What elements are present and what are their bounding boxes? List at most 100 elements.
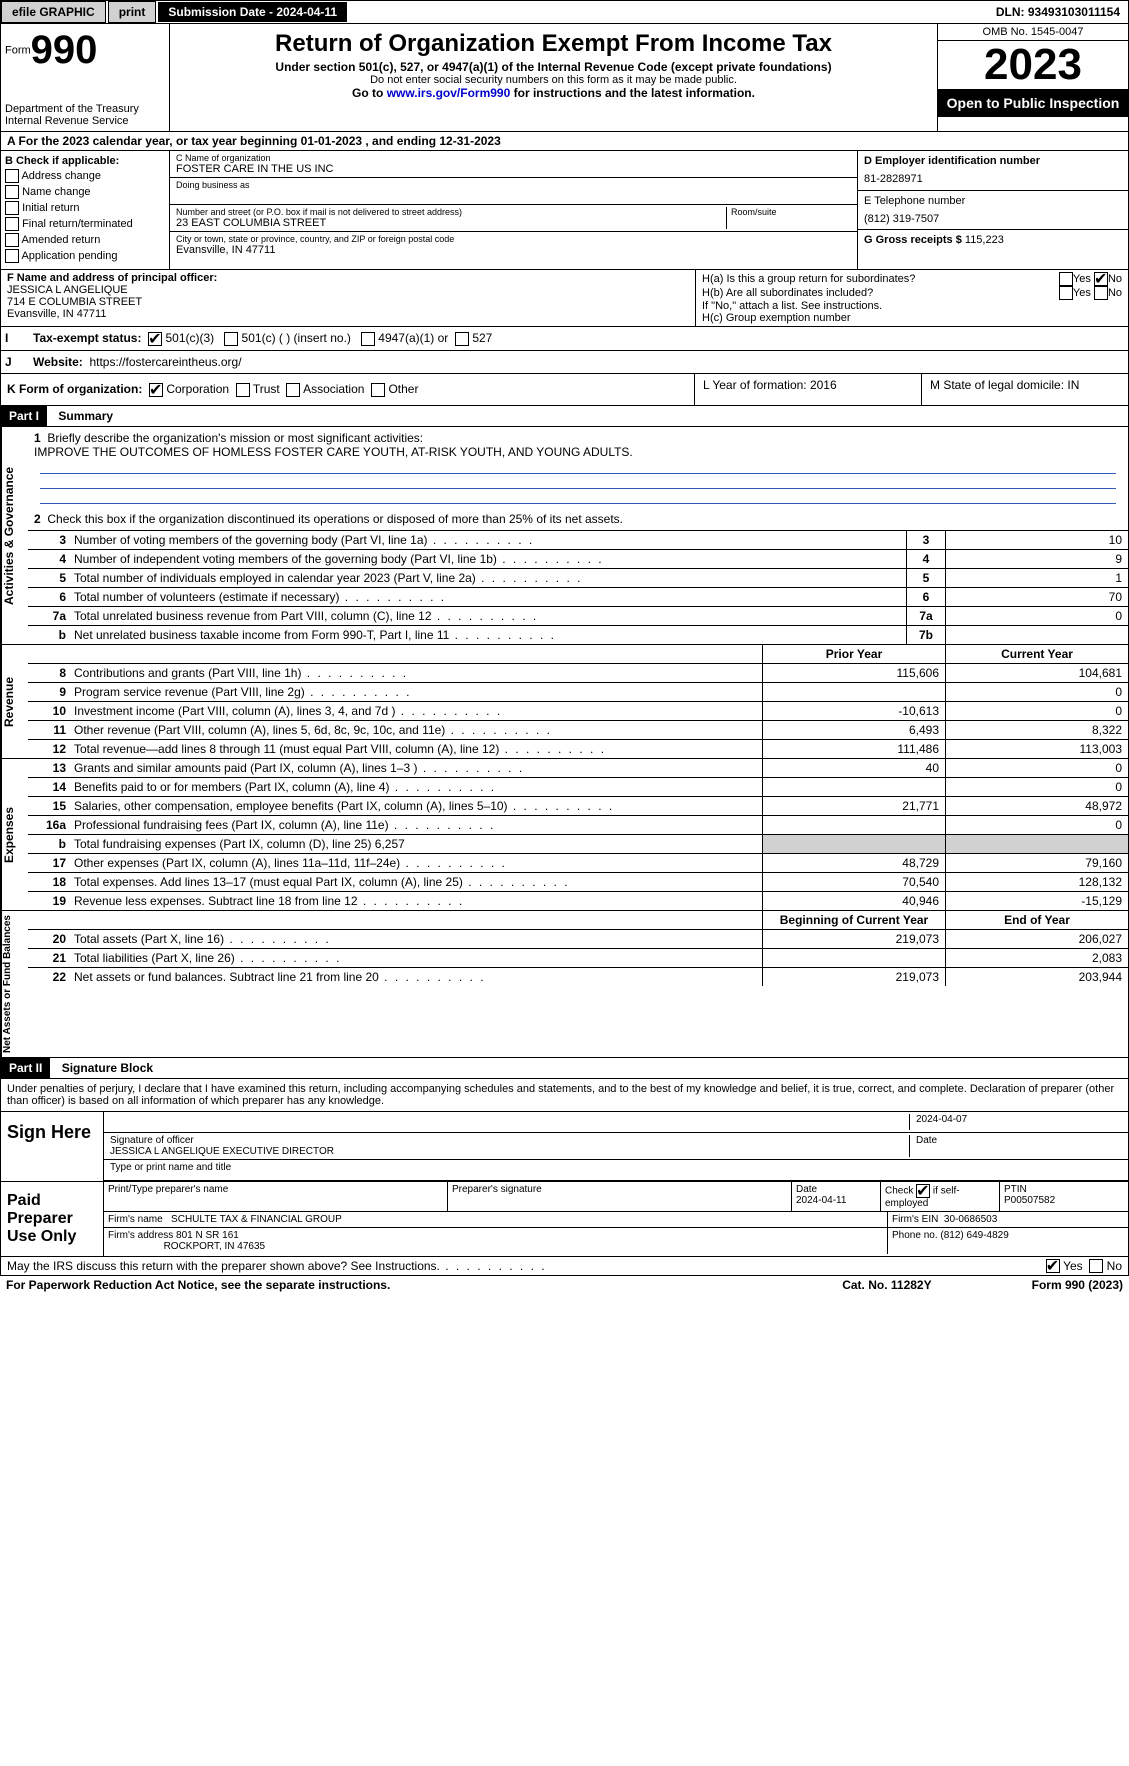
firm-name: SCHULTE TAX & FINANCIAL GROUP [171,1214,342,1225]
firm-phone: (812) 649-4829 [940,1230,1008,1241]
part2-label: Part II [1,1058,50,1078]
checkbox-527[interactable] [455,332,469,346]
side-revenue: Revenue [1,645,28,758]
officer-signature-name: JESSICA L ANGELIQUE EXECUTIVE DIRECTOR [110,1146,334,1157]
line1: 1 Briefly describe the organization's mi… [28,427,1128,508]
checkbox-discuss-no[interactable] [1089,1259,1103,1273]
table-row: 15Salaries, other compensation, employee… [28,797,1128,816]
checkbox-501c3[interactable] [148,332,162,346]
phone-value: (812) 319-7507 [864,213,1122,225]
form-word: Form [5,44,31,56]
checkbox-amended[interactable]: Amended return [5,233,165,247]
cat-no: Cat. No. 11282Y [842,1278,931,1292]
header-left: Form990 Department of the Treasury Inter… [1,24,170,131]
table-row: 4Number of independent voting members of… [28,550,1128,569]
city-cell: City or town, state or province, country… [170,232,857,258]
print-button[interactable]: print [108,1,157,23]
submission-date: Submission Date - 2024-04-11 [158,2,347,22]
header-right: OMB No. 1545-0047 2023 Open to Public In… [937,24,1128,131]
table-row: 11Other revenue (Part VIII, column (A), … [28,721,1128,740]
address-cell: Number and street (or P.O. box if mail i… [170,205,857,232]
row-j: J Website: https://fostercareintheus.org… [0,351,1129,374]
table-row: 5Total number of individuals employed in… [28,569,1128,588]
paid-preparer-row: Paid Preparer Use Only Print/Type prepar… [1,1181,1128,1256]
tax-year: 2023 [938,41,1128,89]
entity-block: B Check if applicable: Address change Na… [0,151,1129,270]
netassets-section: Net Assets or Fund Balances Beginning of… [0,911,1129,1058]
checkbox-trust[interactable] [236,383,250,397]
ein-value: 81-2828971 [864,173,1122,185]
form-number: Form990 [5,28,165,73]
form-footer: Form 990 (2023) [1032,1278,1123,1292]
discuss-row: May the IRS discuss this return with the… [0,1257,1129,1276]
part1-label: Part I [1,406,47,426]
irs-link[interactable]: www.irs.gov/Form990 [387,86,511,100]
side-governance: Activities & Governance [1,427,28,644]
section-c: C Name of organization FOSTER CARE IN TH… [170,151,857,269]
year-formation: L Year of formation: 2016 [694,374,921,405]
netassets-header: Beginning of Current Year End of Year [28,911,1128,930]
checkbox-app-pending[interactable]: Application pending [5,249,165,263]
revenue-section: Revenue Prior Year Current Year 8Contrib… [0,645,1129,759]
row-a-tax-year: A For the 2023 calendar year, or tax yea… [0,132,1129,151]
sign-here-row: Sign Here 2024-04-07 Signature of office… [1,1111,1128,1181]
checkbox-self-employed[interactable] [916,1184,930,1198]
section-deg: D Employer identification number 81-2828… [857,151,1128,269]
section-f: F Name and address of principal officer:… [1,270,695,326]
table-row: 13Grants and similar amounts paid (Part … [28,759,1128,778]
sign-here-label: Sign Here [1,1112,104,1181]
expenses-section: Expenses 13Grants and similar amounts pa… [0,759,1129,911]
irs-label: Internal Revenue Service [5,115,165,127]
checkbox-address-change[interactable]: Address change [5,169,165,183]
table-row: 16aProfessional fundraising fees (Part I… [28,816,1128,835]
table-row: 10Investment income (Part VIII, column (… [28,702,1128,721]
table-row: 17Other expenses (Part IX, column (A), l… [28,854,1128,873]
officer-addr1: 714 E COLUMBIA STREET [7,296,689,308]
checkbox-501c[interactable] [224,332,238,346]
checkbox-4947[interactable] [361,332,375,346]
side-netassets: Net Assets or Fund Balances [1,911,28,1057]
section-b: B Check if applicable: Address change Na… [1,151,170,269]
governance-section: Activities & Governance 1 Briefly descri… [0,427,1129,645]
checkbox-ha-yes[interactable] [1059,272,1073,286]
part1-title: Summary [50,406,121,426]
omb-number: OMB No. 1545-0047 [938,24,1128,41]
firm-ein: 30-0686503 [944,1214,997,1225]
ptin: P00507582 [1004,1195,1055,1206]
table-row: 7aTotal unrelated business revenue from … [28,607,1128,626]
dept-treasury: Department of the Treasury [5,103,165,115]
table-row: 14Benefits paid to or for members (Part … [28,778,1128,797]
dln: DLN: 93493103011154 [996,5,1128,19]
table-row: 3Number of voting members of the governi… [28,531,1128,550]
checkbox-discuss-yes[interactable] [1046,1259,1060,1273]
state-domicile: M State of legal domicile: IN [921,374,1128,405]
ssn-note: Do not enter social security numbers on … [178,74,929,86]
checkbox-final-return[interactable]: Final return/terminated [5,217,165,231]
checkbox-hb-yes[interactable] [1059,286,1073,300]
checkbox-initial-return[interactable]: Initial return [5,201,165,215]
preparer-date: 2024-04-11 [796,1195,846,1206]
form-990: 990 [31,28,98,72]
gross-receipts: 115,223 [965,234,1004,246]
efile-label: efile GRAPHIC [1,1,106,23]
ein-cell: D Employer identification number 81-2828… [858,151,1128,191]
block-fh: F Name and address of principal officer:… [0,270,1129,327]
table-row: 9Program service revenue (Part VIII, lin… [28,683,1128,702]
checkbox-assoc[interactable] [286,383,300,397]
header-center: Return of Organization Exempt From Incom… [170,24,937,131]
paid-preparer-label: Paid Preparer Use Only [1,1182,104,1256]
table-row: 18Total expenses. Add lines 13–17 (must … [28,873,1128,892]
declaration: Under penalties of perjury, I declare th… [1,1079,1128,1111]
form-subtitle: Under section 501(c), 527, or 4947(a)(1)… [178,60,929,74]
signature-block: Under penalties of perjury, I declare th… [0,1079,1129,1257]
checkbox-hb-no[interactable] [1094,286,1108,300]
checkbox-other[interactable] [371,383,385,397]
checkbox-corp[interactable] [149,383,163,397]
checkbox-ha-no[interactable] [1094,272,1108,286]
table-row: 19Revenue less expenses. Subtract line 1… [28,892,1128,910]
table-row: bTotal fundraising expenses (Part IX, co… [28,835,1128,854]
table-row: 21Total liabilities (Part X, line 26)2,0… [28,949,1128,968]
checkbox-name-change[interactable]: Name change [5,185,165,199]
open-inspection: Open to Public Inspection [938,89,1128,117]
org-name-cell: C Name of organization FOSTER CARE IN TH… [170,151,857,178]
